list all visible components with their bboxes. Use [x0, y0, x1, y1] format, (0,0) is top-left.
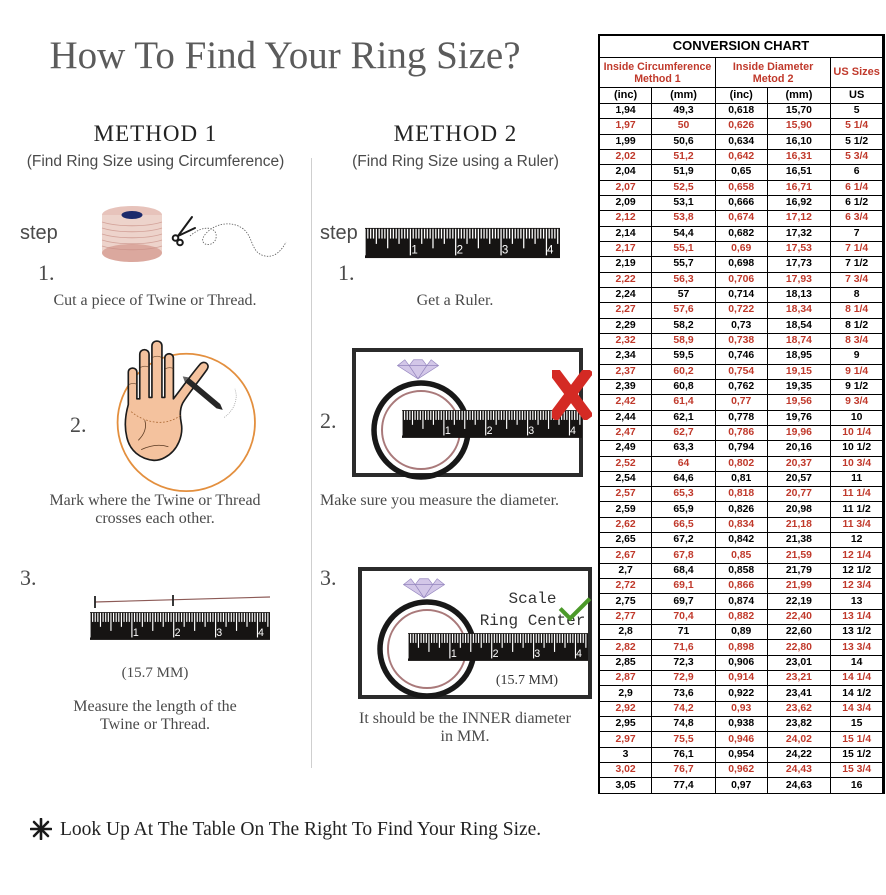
svg-text:1: 1	[451, 648, 457, 660]
svg-text:3: 3	[534, 648, 540, 660]
svg-text:3: 3	[528, 425, 534, 437]
svg-text:4: 4	[576, 648, 582, 660]
svg-text:4: 4	[258, 627, 264, 639]
svg-text:1: 1	[445, 425, 451, 437]
svg-text:2: 2	[175, 627, 181, 639]
svg-text:3: 3	[216, 627, 222, 639]
svg-text:4: 4	[547, 245, 554, 257]
svg-text:1: 1	[133, 627, 139, 639]
svg-text:3: 3	[502, 245, 508, 257]
svg-text:2: 2	[457, 245, 463, 257]
svg-text:1: 1	[411, 245, 417, 257]
svg-text:2: 2	[487, 425, 493, 437]
svg-text:4: 4	[570, 425, 576, 437]
svg-text:2: 2	[493, 648, 499, 660]
